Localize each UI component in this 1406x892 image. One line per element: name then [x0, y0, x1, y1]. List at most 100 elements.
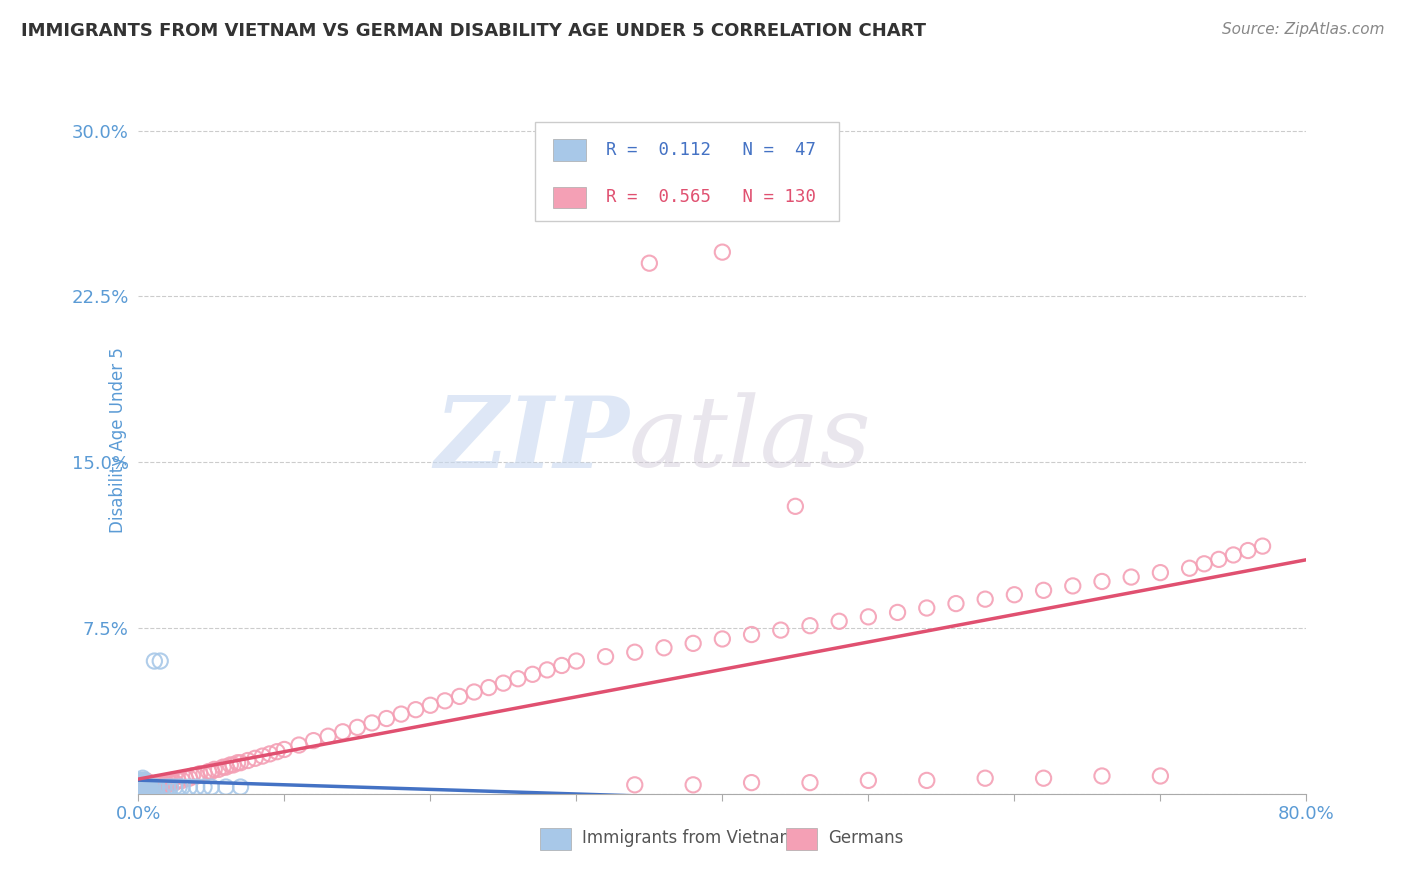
- Point: [858, 773, 880, 788]
- FancyBboxPatch shape: [553, 139, 586, 161]
- Point: [208, 763, 231, 777]
- Point: [332, 724, 354, 739]
- Point: [132, 780, 155, 794]
- Point: [389, 707, 412, 722]
- FancyBboxPatch shape: [553, 186, 586, 208]
- Point: [302, 733, 325, 747]
- Point: [149, 780, 172, 794]
- Point: [136, 780, 159, 794]
- Point: [163, 775, 186, 789]
- Point: [186, 780, 208, 794]
- Point: [623, 778, 645, 792]
- Point: [132, 771, 155, 785]
- Point: [1091, 574, 1114, 589]
- Point: [915, 773, 938, 788]
- Point: [135, 780, 157, 794]
- Point: [623, 645, 645, 659]
- Point: [129, 782, 152, 797]
- Point: [273, 742, 295, 756]
- FancyBboxPatch shape: [536, 121, 839, 220]
- Point: [132, 780, 155, 794]
- Text: IMMIGRANTS FROM VIETNAM VS GERMAN DISABILITY AGE UNDER 5 CORRELATION CHART: IMMIGRANTS FROM VIETNAM VS GERMAN DISABI…: [21, 22, 927, 40]
- Point: [155, 775, 177, 789]
- Point: [156, 780, 179, 794]
- Text: R =  0.112   N =  47: R = 0.112 N = 47: [606, 141, 815, 159]
- Point: [506, 672, 529, 686]
- Point: [316, 729, 339, 743]
- Point: [419, 698, 441, 713]
- Point: [915, 601, 938, 615]
- Point: [179, 771, 201, 785]
- Point: [134, 773, 156, 788]
- Point: [288, 738, 311, 752]
- Point: [132, 782, 155, 797]
- Point: [135, 778, 157, 792]
- Point: [236, 754, 259, 768]
- Point: [159, 775, 181, 789]
- Point: [1062, 579, 1084, 593]
- Point: [1178, 561, 1201, 575]
- Point: [134, 782, 156, 797]
- Point: [150, 780, 173, 794]
- Point: [134, 775, 156, 789]
- Text: Germans: Germans: [828, 830, 903, 847]
- Point: [129, 773, 152, 788]
- Point: [243, 751, 266, 765]
- Point: [143, 780, 166, 794]
- Point: [186, 769, 208, 783]
- Point: [139, 782, 162, 797]
- Point: [152, 778, 174, 792]
- Point: [181, 769, 204, 783]
- Point: [129, 782, 152, 797]
- Point: [139, 780, 162, 794]
- Point: [1032, 771, 1054, 785]
- Point: [1222, 548, 1244, 562]
- Point: [139, 782, 162, 797]
- Point: [136, 778, 159, 792]
- Point: [138, 780, 160, 794]
- Point: [974, 771, 997, 785]
- Point: [156, 778, 179, 792]
- Point: [405, 703, 427, 717]
- Point: [215, 780, 238, 794]
- Point: [202, 763, 225, 777]
- Point: [132, 778, 155, 792]
- Point: [138, 782, 160, 797]
- Text: ZIP: ZIP: [434, 392, 628, 488]
- Point: [536, 663, 558, 677]
- Text: Source: ZipAtlas.com: Source: ZipAtlas.com: [1222, 22, 1385, 37]
- Point: [188, 766, 211, 780]
- Point: [142, 778, 165, 792]
- Point: [193, 766, 215, 780]
- Point: [172, 773, 194, 788]
- Point: [1192, 557, 1215, 571]
- Point: [146, 775, 169, 789]
- Point: [492, 676, 515, 690]
- Point: [136, 782, 159, 797]
- Point: [146, 780, 169, 794]
- Point: [197, 764, 219, 779]
- Point: [1032, 583, 1054, 598]
- Y-axis label: Disability Age Under 5: Disability Age Under 5: [110, 347, 127, 533]
- Point: [595, 649, 617, 664]
- Point: [799, 618, 821, 632]
- Point: [157, 775, 180, 789]
- Point: [132, 773, 155, 788]
- Point: [174, 771, 197, 785]
- Point: [226, 756, 249, 770]
- Point: [522, 667, 544, 681]
- Point: [1121, 570, 1143, 584]
- Point: [134, 775, 156, 789]
- Point: [134, 780, 156, 794]
- Point: [219, 758, 242, 772]
- Point: [945, 597, 967, 611]
- Point: [129, 780, 152, 794]
- Point: [259, 747, 281, 761]
- Point: [132, 775, 155, 789]
- Point: [135, 782, 157, 797]
- Point: [551, 658, 574, 673]
- Point: [1208, 552, 1230, 566]
- Point: [375, 712, 398, 726]
- Point: [134, 782, 156, 797]
- Point: [212, 760, 235, 774]
